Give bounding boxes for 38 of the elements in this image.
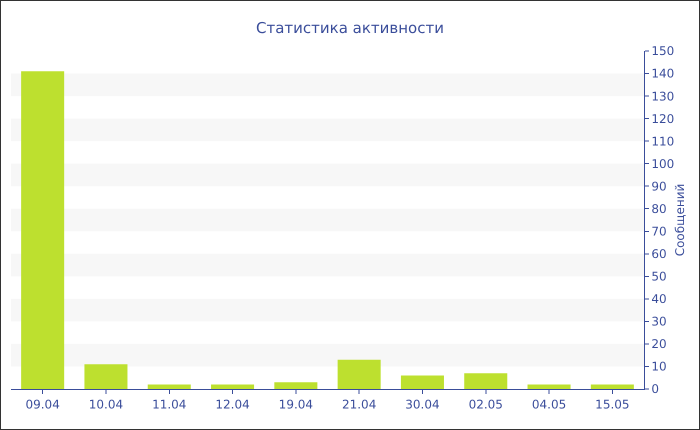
x-tick-label: 15.05 bbox=[595, 397, 630, 412]
y-tick-label: 80 bbox=[651, 202, 667, 216]
y-tick-label: 0 bbox=[651, 382, 660, 396]
x-tick-label: 02.05 bbox=[468, 397, 503, 412]
bar bbox=[528, 384, 571, 389]
bar bbox=[400, 375, 444, 389]
y-axis-title: Сообщений bbox=[673, 184, 687, 256]
x-tick-label: 12.04 bbox=[215, 397, 250, 412]
bar bbox=[84, 364, 128, 389]
chart-title: Статистика активности bbox=[256, 18, 444, 37]
y-tick-label: 100 bbox=[651, 156, 674, 171]
y-tick-label: 70 bbox=[651, 224, 667, 238]
bar bbox=[338, 360, 381, 389]
y-tick-label: 20 bbox=[651, 337, 667, 352]
y-tick-label: 90 bbox=[651, 179, 667, 194]
y-tick-label: 10 bbox=[651, 360, 667, 374]
y-tick-label: 140 bbox=[651, 66, 674, 81]
bar bbox=[211, 384, 254, 389]
y-tick-label: 110 bbox=[651, 134, 674, 148]
x-tick-label: 11.04 bbox=[152, 397, 186, 412]
y-tick-label: 130 bbox=[651, 89, 674, 104]
y-tick-label: 60 bbox=[651, 247, 667, 261]
bar bbox=[464, 373, 508, 389]
y-tick-label: 120 bbox=[651, 112, 674, 126]
x-tick-label: 21.04 bbox=[342, 397, 376, 412]
bar bbox=[274, 382, 318, 389]
bar bbox=[148, 384, 191, 389]
x-tick-label: 19.04 bbox=[278, 397, 314, 412]
x-tick-label: 09.04 bbox=[25, 397, 60, 412]
y-tick-label: 40 bbox=[651, 292, 667, 306]
bar bbox=[21, 71, 64, 389]
y-tick-label: 150 bbox=[651, 44, 674, 58]
y-tick-label: 30 bbox=[651, 314, 667, 329]
x-tick-label: 30.04 bbox=[405, 397, 440, 412]
y-tick-label: 50 bbox=[651, 270, 667, 284]
bar bbox=[590, 384, 634, 389]
x-tick-label: 04.05 bbox=[532, 397, 566, 412]
x-tick-label: 10.04 bbox=[88, 397, 124, 412]
